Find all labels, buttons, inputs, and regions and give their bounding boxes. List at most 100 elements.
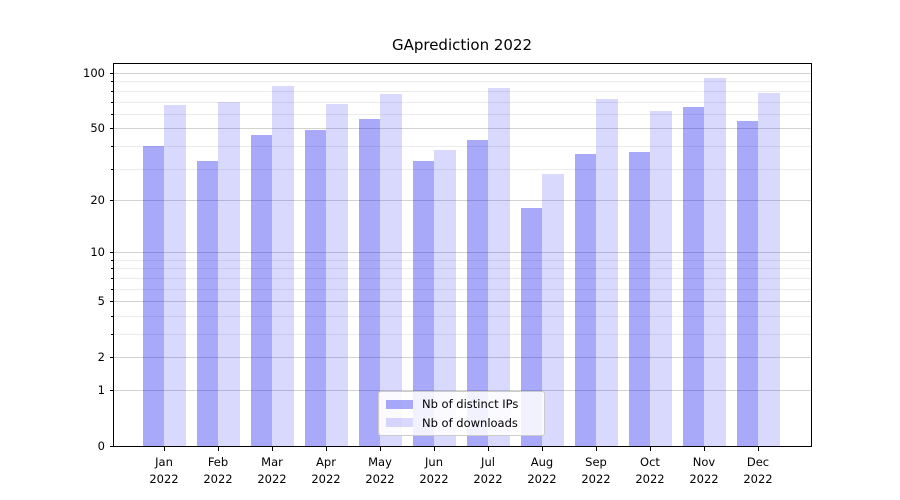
- gridline-minor: [114, 259, 811, 261]
- x-tick-year: 2022: [473, 471, 503, 486]
- y-minor-tick-mark: [111, 101, 114, 103]
- x-tick-month: Dec: [746, 455, 770, 469]
- y-tick-mark: [110, 357, 114, 359]
- bar-downloads-dec: [758, 92, 780, 446]
- y-tick-mark: [110, 73, 114, 75]
- x-tick-year: 2022: [635, 471, 665, 486]
- y-minor-tick-mark: [111, 315, 114, 317]
- x-tick-year: 2022: [419, 471, 449, 486]
- y-tick-label: 50: [90, 121, 105, 136]
- x-tick-month: Mar: [261, 455, 283, 469]
- x-tick-label-dec: Dec 2022: [728, 454, 788, 487]
- x-tick-month: Jan: [155, 455, 173, 469]
- bar-distinct-ips-apr: [304, 129, 326, 446]
- bar-downloads-mar: [272, 86, 294, 446]
- x-tick-month: Apr: [316, 455, 336, 469]
- y-tick-label: 20: [90, 192, 105, 207]
- x-tick-year: 2022: [581, 471, 611, 486]
- gridline-minor: [114, 113, 811, 115]
- y-tick-mark: [110, 199, 114, 201]
- x-tick-mark: [758, 447, 759, 451]
- y-tick-label: 0: [97, 439, 105, 453]
- x-tick-label-jan: Jan 2022: [134, 454, 194, 487]
- x-tick-mark: [704, 447, 705, 451]
- x-tick-mark: [542, 447, 543, 451]
- y-tick-label: 5: [97, 294, 105, 309]
- y-tick-label: 100: [83, 66, 105, 81]
- y-tick-label: 10: [90, 245, 105, 260]
- chart-title: GAprediction 2022: [391, 36, 533, 54]
- bar-distinct-ips-may: [358, 119, 380, 446]
- x-tick-mark: [326, 447, 327, 451]
- x-tick-month: Oct: [640, 455, 660, 469]
- x-tick-label-mar: Mar 2022: [242, 454, 302, 487]
- gridline-major: [114, 73, 811, 75]
- y-minor-tick-mark: [111, 81, 114, 83]
- x-tick-label-feb: Feb 2022: [188, 454, 248, 487]
- x-tick-label-jul: Jul 2022: [458, 454, 518, 487]
- bar-downloads-sep: [596, 99, 618, 446]
- x-tick-year: 2022: [527, 471, 557, 486]
- x-tick-month: Aug: [530, 455, 554, 469]
- bar-downloads-jun: [434, 149, 456, 446]
- y-minor-tick-mark: [111, 90, 114, 92]
- bar-distinct-ips-nov: [682, 107, 704, 446]
- x-tick-year: 2022: [311, 471, 341, 486]
- x-tick-label-aug: Aug 2022: [512, 454, 572, 487]
- y-tick-mark: [110, 446, 114, 447]
- gridline-minor: [114, 101, 811, 103]
- bar-distinct-ips-jul: [466, 140, 488, 446]
- x-tick-label-apr: Apr 2022: [296, 454, 356, 487]
- y-minor-tick-mark: [111, 277, 114, 279]
- y-tick-mark: [110, 252, 114, 254]
- x-tick-year: 2022: [257, 471, 287, 486]
- bar-distinct-ips-sep: [574, 154, 596, 446]
- y-minor-tick-mark: [111, 268, 114, 270]
- x-tick-mark: [218, 447, 219, 451]
- x-tick-month: Jun: [425, 455, 443, 469]
- bar-downloads-nov: [704, 78, 726, 446]
- x-tick-month: Nov: [692, 455, 716, 469]
- gridline-minor: [114, 145, 811, 147]
- x-tick-label-may: May 2022: [350, 454, 410, 487]
- x-tick-mark: [650, 447, 651, 451]
- x-tick-label-oct: Oct 2022: [620, 454, 680, 487]
- gridline-minor: [114, 268, 811, 270]
- legend-label: Nb of downloads: [422, 415, 518, 430]
- y-tick-mark: [110, 128, 114, 130]
- y-minor-tick-mark: [111, 113, 114, 115]
- gridline-minor: [114, 333, 811, 335]
- x-tick-month: Sep: [585, 455, 607, 469]
- plot-area: [113, 63, 812, 447]
- bar-distinct-ips-jan: [142, 145, 164, 446]
- x-tick-year: 2022: [365, 471, 395, 486]
- x-tick-mark: [164, 447, 165, 451]
- y-tick-label: 2: [97, 350, 105, 365]
- gridline-minor: [114, 288, 811, 290]
- legend: Nb of distinct IPs Nb of downloads: [378, 391, 545, 436]
- x-tick-month: Jul: [481, 455, 495, 469]
- y-minor-tick-mark: [111, 288, 114, 290]
- x-tick-mark: [596, 447, 597, 451]
- gridline-minor: [114, 315, 811, 317]
- bar-downloads-apr: [326, 103, 348, 446]
- gridline-minor: [114, 90, 811, 92]
- bar-distinct-ips-mar: [250, 134, 272, 446]
- y-minor-tick-mark: [111, 168, 114, 170]
- x-tick-mark: [434, 447, 435, 451]
- y-minor-tick-mark: [111, 259, 114, 261]
- x-tick-year: 2022: [743, 471, 773, 486]
- x-tick-year: 2022: [689, 471, 719, 486]
- y-minor-tick-mark: [111, 145, 114, 147]
- bar-distinct-ips-aug: [520, 208, 542, 446]
- downloads-swatch: [386, 418, 413, 428]
- x-tick-label-nov: Nov 2022: [674, 454, 734, 487]
- gridline-major: [114, 301, 811, 303]
- x-tick-mark: [380, 447, 381, 451]
- bar-downloads-feb: [218, 101, 240, 446]
- y-minor-tick-mark: [111, 333, 114, 335]
- bar-downloads-jan: [164, 105, 186, 446]
- bar-downloads-jul: [488, 87, 510, 446]
- x-tick-year: 2022: [203, 471, 233, 486]
